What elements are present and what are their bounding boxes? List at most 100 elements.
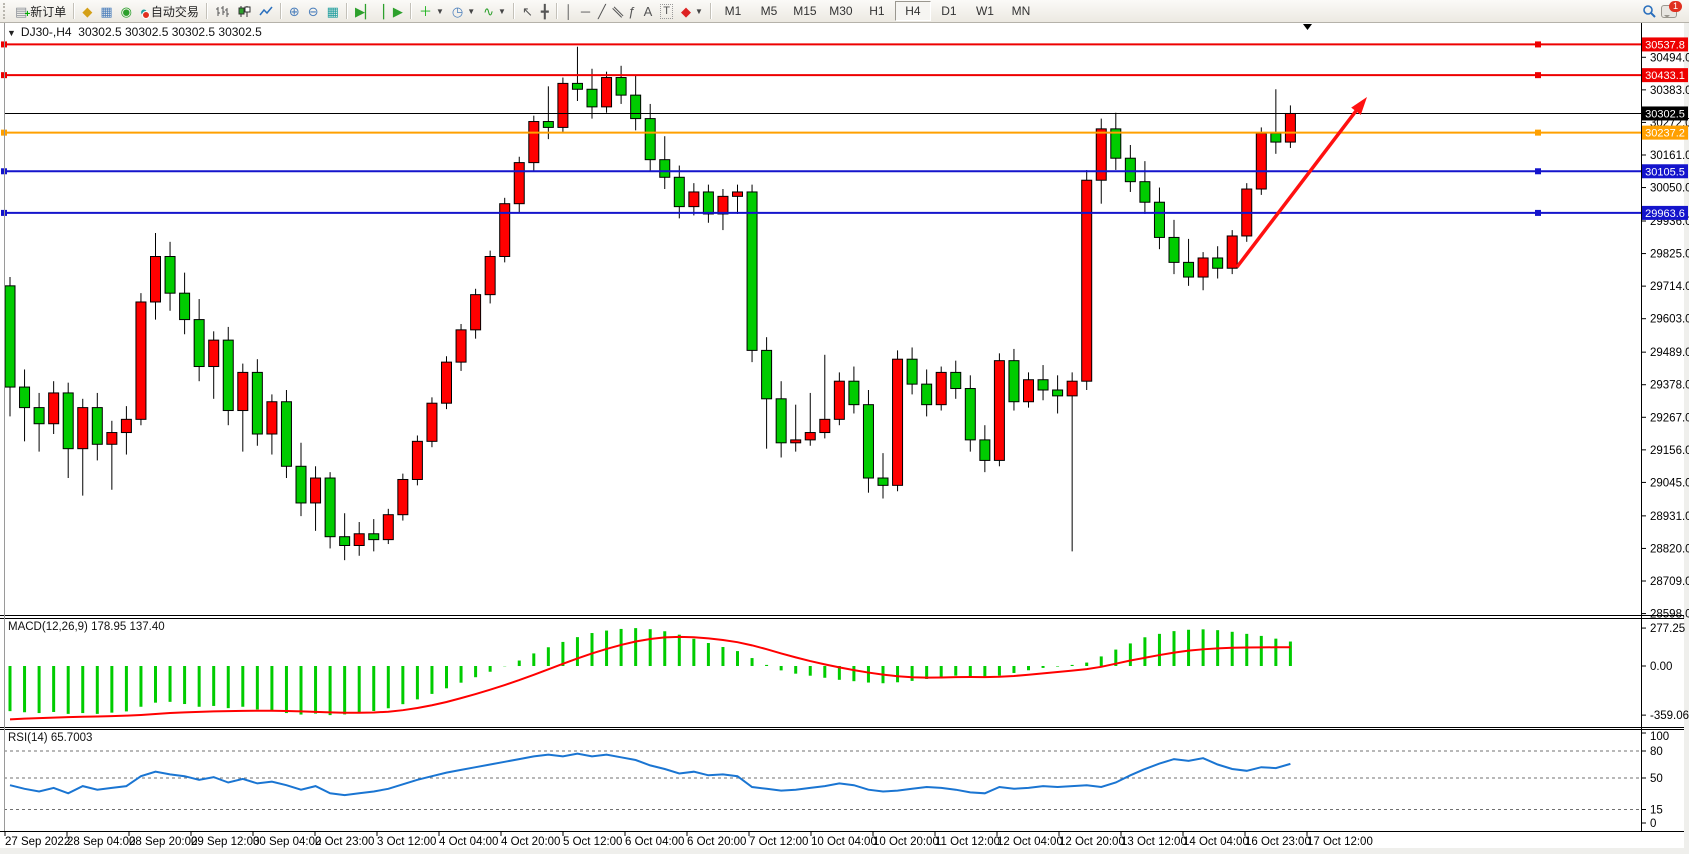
candle-up <box>106 432 118 445</box>
autotrading-button[interactable]: ● 自动交易 <box>136 0 203 22</box>
chart-shift-button[interactable]: ▏▶ <box>379 0 407 22</box>
date-tick-label: 3 Oct 12:00 <box>377 836 436 848</box>
chevron-down-icon: ▼ <box>467 6 476 16</box>
candle-down <box>19 386 31 409</box>
candle-up <box>688 191 700 208</box>
periods-button[interactable]: ◷ ▼ <box>448 0 479 22</box>
horizontal-line-icon: ─ <box>580 3 591 19</box>
bar-chart-icon <box>215 5 229 17</box>
fibonacci-button[interactable]: ƒ <box>624 0 639 22</box>
rsi-line <box>9 752 1291 797</box>
tab-timeframe-m15[interactable]: M15 <box>793 4 817 18</box>
svg-text:29963.6: 29963.6 <box>1645 208 1685 220</box>
candle-up <box>237 371 249 412</box>
tab-timeframe-h4[interactable]: H4 <box>894 1 931 21</box>
candle-up <box>48 392 60 425</box>
candle-up <box>135 301 147 420</box>
auto-scroll-icon: ▶▏ <box>354 3 375 19</box>
market-watch-button[interactable]: ◆ <box>78 0 96 22</box>
horizontal-line-button[interactable]: ─ <box>577 0 594 22</box>
line-chart-button[interactable] <box>255 0 277 22</box>
price-tick-label: 29267.0 <box>1650 412 1689 424</box>
line-handle[interactable] <box>1535 209 1541 216</box>
data-window-button[interactable]: ▦ <box>96 0 116 22</box>
indicators-icon: ∿ <box>483 3 495 19</box>
candle-down <box>542 121 554 128</box>
separator <box>512 3 515 19</box>
tab-timeframe-d1[interactable]: D1 <box>941 4 957 18</box>
rsi-scale[interactable]: 100 80 50 150 <box>1641 731 1669 830</box>
candle-chart-button[interactable] <box>233 0 255 22</box>
zoom-out-button[interactable]: ⊖ <box>304 0 323 22</box>
price-badge-30433.1: 30433.1 <box>1642 68 1688 83</box>
line-handle[interactable] <box>1535 72 1541 79</box>
data-window-icon: ▦ <box>100 3 113 19</box>
line-handle[interactable] <box>1535 168 1541 175</box>
tab-timeframe-w1[interactable]: W1 <box>975 4 994 18</box>
chart-canvas[interactable]: 30494.030383.030272.030161.030050.029936… <box>0 22 1689 854</box>
chart-menu-icon[interactable]: ▼ <box>7 28 16 38</box>
tab-timeframe-mn[interactable]: MN <box>1011 4 1031 18</box>
trendline-button[interactable]: ╱ <box>594 0 610 22</box>
tab-timeframe-m5[interactable]: M5 <box>760 4 778 18</box>
trend-arrow[interactable] <box>1235 97 1367 269</box>
cursor-button[interactable]: ↖ <box>518 0 537 22</box>
date-tick-label: 28 Sep 04:00 <box>67 836 135 848</box>
candle-up <box>1255 132 1267 190</box>
candle-down <box>339 536 351 547</box>
autotrading-label: 自动交易 <box>150 4 199 19</box>
new-order-button[interactable]: ▤ 新订单 <box>11 0 70 22</box>
crosshair-button[interactable]: ╋ <box>537 0 553 22</box>
notifications-button[interactable]: 1 <box>1661 1 1682 19</box>
zoom-in-button[interactable]: ⊕ <box>285 0 304 22</box>
shapes-button[interactable]: ◆ ▼ <box>677 0 707 22</box>
candle-down <box>91 407 103 445</box>
date-tick-label: 6 Oct 04:00 <box>625 836 684 848</box>
candle-up <box>790 439 802 444</box>
navigator-button[interactable]: ◉ <box>117 0 136 22</box>
auto-scroll-button[interactable]: ▶▏ <box>351 0 379 22</box>
macd-histogram <box>8 628 1292 716</box>
text-button[interactable]: A <box>640 0 657 22</box>
candle-down <box>862 404 874 479</box>
tab-timeframe-m1[interactable]: M1 <box>724 4 742 18</box>
price-badge-30237.2: 30237.2 <box>1642 125 1688 140</box>
price-tick-label: 29825.0 <box>1650 249 1689 261</box>
text-label-button[interactable]: T <box>656 0 677 22</box>
candle-up <box>266 401 278 435</box>
price-badge-30105.5: 30105.5 <box>1642 164 1688 179</box>
svg-text:30537.8: 30537.8 <box>1645 39 1685 51</box>
date-tick-label: 12 Oct 04:00 <box>997 836 1063 848</box>
channel-button[interactable]: ∥ <box>610 0 625 22</box>
svg-text:30105.5: 30105.5 <box>1645 166 1685 178</box>
macd-scale[interactable]: 277.25 0.00 -359.06 <box>1641 623 1689 722</box>
search-button[interactable] <box>1638 0 1661 22</box>
candle-down <box>848 380 860 406</box>
line-handle[interactable] <box>1535 41 1541 48</box>
zoom-in-icon: ⊕ <box>288 3 300 19</box>
candle-down <box>33 407 45 425</box>
candle-down <box>179 292 191 321</box>
price-tick-label: 29603.0 <box>1650 314 1689 326</box>
tab-timeframe-m30[interactable]: M30 <box>829 4 853 18</box>
channel-icon: ∥ <box>609 3 625 19</box>
new-chart-button[interactable]: ＋ ▼ <box>415 0 448 22</box>
candle-down <box>673 176 685 208</box>
tile-windows-button[interactable]: ▦ <box>323 0 343 22</box>
bar-chart-button[interactable] <box>211 0 233 22</box>
zoom-out-icon: ⊖ <box>307 3 319 19</box>
tab-timeframe-h1[interactable]: H1 <box>869 4 885 18</box>
indicators-button[interactable]: ∿ ▼ <box>479 0 510 22</box>
navigator-icon: ◉ <box>120 3 132 19</box>
line-handle[interactable] <box>1535 129 1541 136</box>
candle-up <box>455 329 467 363</box>
vertical-line-button[interactable]: │ <box>561 0 577 22</box>
toolbar-grip[interactable] <box>3 3 8 19</box>
candle-down <box>4 285 16 388</box>
candle-down <box>1153 201 1165 238</box>
chart-shift-marker[interactable] <box>1303 24 1312 30</box>
price-tick-label: 30161.0 <box>1650 150 1689 162</box>
candle-up <box>892 358 904 486</box>
price-tick-label: 28709.0 <box>1650 576 1689 588</box>
